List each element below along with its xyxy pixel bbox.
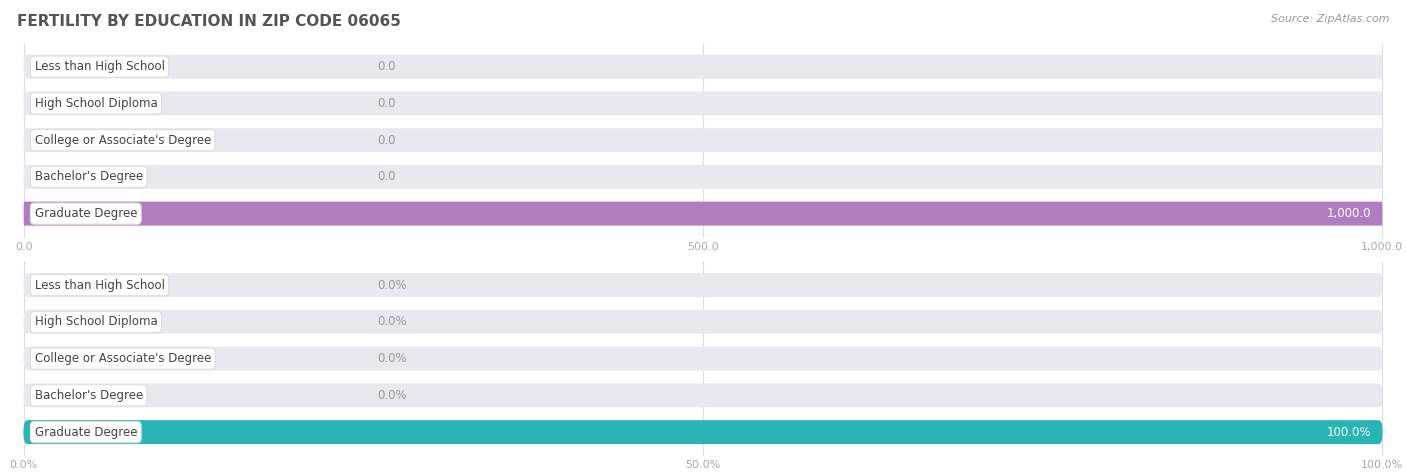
Text: High School Diploma: High School Diploma	[35, 315, 157, 328]
Text: Bachelor's Degree: Bachelor's Degree	[35, 171, 143, 183]
Text: 0.0: 0.0	[377, 133, 395, 147]
Text: 0.0%: 0.0%	[377, 315, 406, 328]
Text: 0.0: 0.0	[377, 171, 395, 183]
Text: High School Diploma: High School Diploma	[35, 97, 157, 110]
Text: College or Associate's Degree: College or Associate's Degree	[35, 133, 211, 147]
Text: 0.0%: 0.0%	[377, 279, 406, 292]
Text: Less than High School: Less than High School	[35, 60, 165, 73]
Text: FERTILITY BY EDUCATION IN ZIP CODE 06065: FERTILITY BY EDUCATION IN ZIP CODE 06065	[17, 14, 401, 29]
FancyBboxPatch shape	[24, 310, 1382, 334]
Text: Graduate Degree: Graduate Degree	[35, 207, 136, 220]
FancyBboxPatch shape	[24, 55, 1382, 78]
FancyBboxPatch shape	[24, 420, 1382, 444]
FancyBboxPatch shape	[24, 165, 1382, 189]
Text: 100.0%: 100.0%	[1327, 426, 1371, 438]
Text: 0.0: 0.0	[377, 60, 395, 73]
FancyBboxPatch shape	[24, 92, 1382, 115]
Text: College or Associate's Degree: College or Associate's Degree	[35, 352, 211, 365]
Text: Bachelor's Degree: Bachelor's Degree	[35, 389, 143, 402]
FancyBboxPatch shape	[24, 273, 1382, 297]
FancyBboxPatch shape	[24, 128, 1382, 152]
Text: Source: ZipAtlas.com: Source: ZipAtlas.com	[1271, 14, 1389, 24]
FancyBboxPatch shape	[24, 420, 1382, 444]
Text: Graduate Degree: Graduate Degree	[35, 426, 136, 438]
FancyBboxPatch shape	[24, 383, 1382, 408]
FancyBboxPatch shape	[24, 202, 1382, 226]
Text: Less than High School: Less than High School	[35, 279, 165, 292]
Text: 0.0%: 0.0%	[377, 352, 406, 365]
FancyBboxPatch shape	[24, 347, 1382, 370]
Text: 0.0%: 0.0%	[377, 389, 406, 402]
FancyBboxPatch shape	[24, 202, 1382, 226]
Text: 1,000.0: 1,000.0	[1327, 207, 1371, 220]
Text: 0.0: 0.0	[377, 97, 395, 110]
